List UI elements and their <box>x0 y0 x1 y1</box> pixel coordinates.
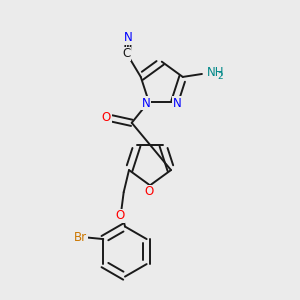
Text: N: N <box>173 97 182 110</box>
Text: 2: 2 <box>217 72 223 81</box>
Text: O: O <box>144 185 153 198</box>
Text: O: O <box>115 209 124 222</box>
Text: N: N <box>124 31 133 44</box>
Text: N: N <box>142 97 151 110</box>
Text: NH: NH <box>207 66 225 79</box>
Text: C: C <box>122 47 130 61</box>
Text: O: O <box>102 111 111 124</box>
Text: Br: Br <box>74 230 87 244</box>
